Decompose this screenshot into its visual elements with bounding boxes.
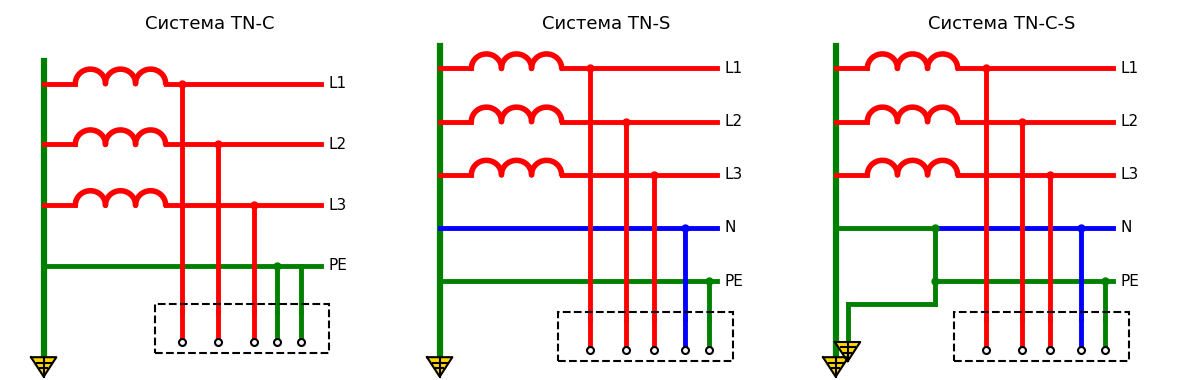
Text: PE: PE xyxy=(1121,274,1140,289)
Polygon shape xyxy=(835,342,860,361)
Text: N: N xyxy=(1121,220,1132,236)
Polygon shape xyxy=(823,357,848,377)
Text: Система TN-S: Система TN-S xyxy=(542,15,670,33)
Text: PE: PE xyxy=(329,258,348,274)
Text: Система TN-C-S: Система TN-C-S xyxy=(929,15,1075,33)
Text: L2: L2 xyxy=(1121,114,1139,129)
Bar xyxy=(155,304,329,353)
Polygon shape xyxy=(31,357,56,377)
Text: PE: PE xyxy=(725,274,744,289)
Text: L2: L2 xyxy=(329,137,347,152)
Text: L1: L1 xyxy=(725,61,743,76)
Text: L2: L2 xyxy=(725,114,743,129)
Text: L3: L3 xyxy=(329,198,347,213)
Text: L1: L1 xyxy=(1121,61,1139,76)
Text: Система TN-C: Система TN-C xyxy=(145,15,275,33)
Text: L1: L1 xyxy=(329,76,347,91)
Bar xyxy=(558,312,733,361)
Text: L3: L3 xyxy=(725,167,743,182)
Text: N: N xyxy=(725,220,736,236)
Polygon shape xyxy=(427,357,452,377)
Text: L3: L3 xyxy=(1121,167,1139,182)
Bar xyxy=(954,312,1129,361)
